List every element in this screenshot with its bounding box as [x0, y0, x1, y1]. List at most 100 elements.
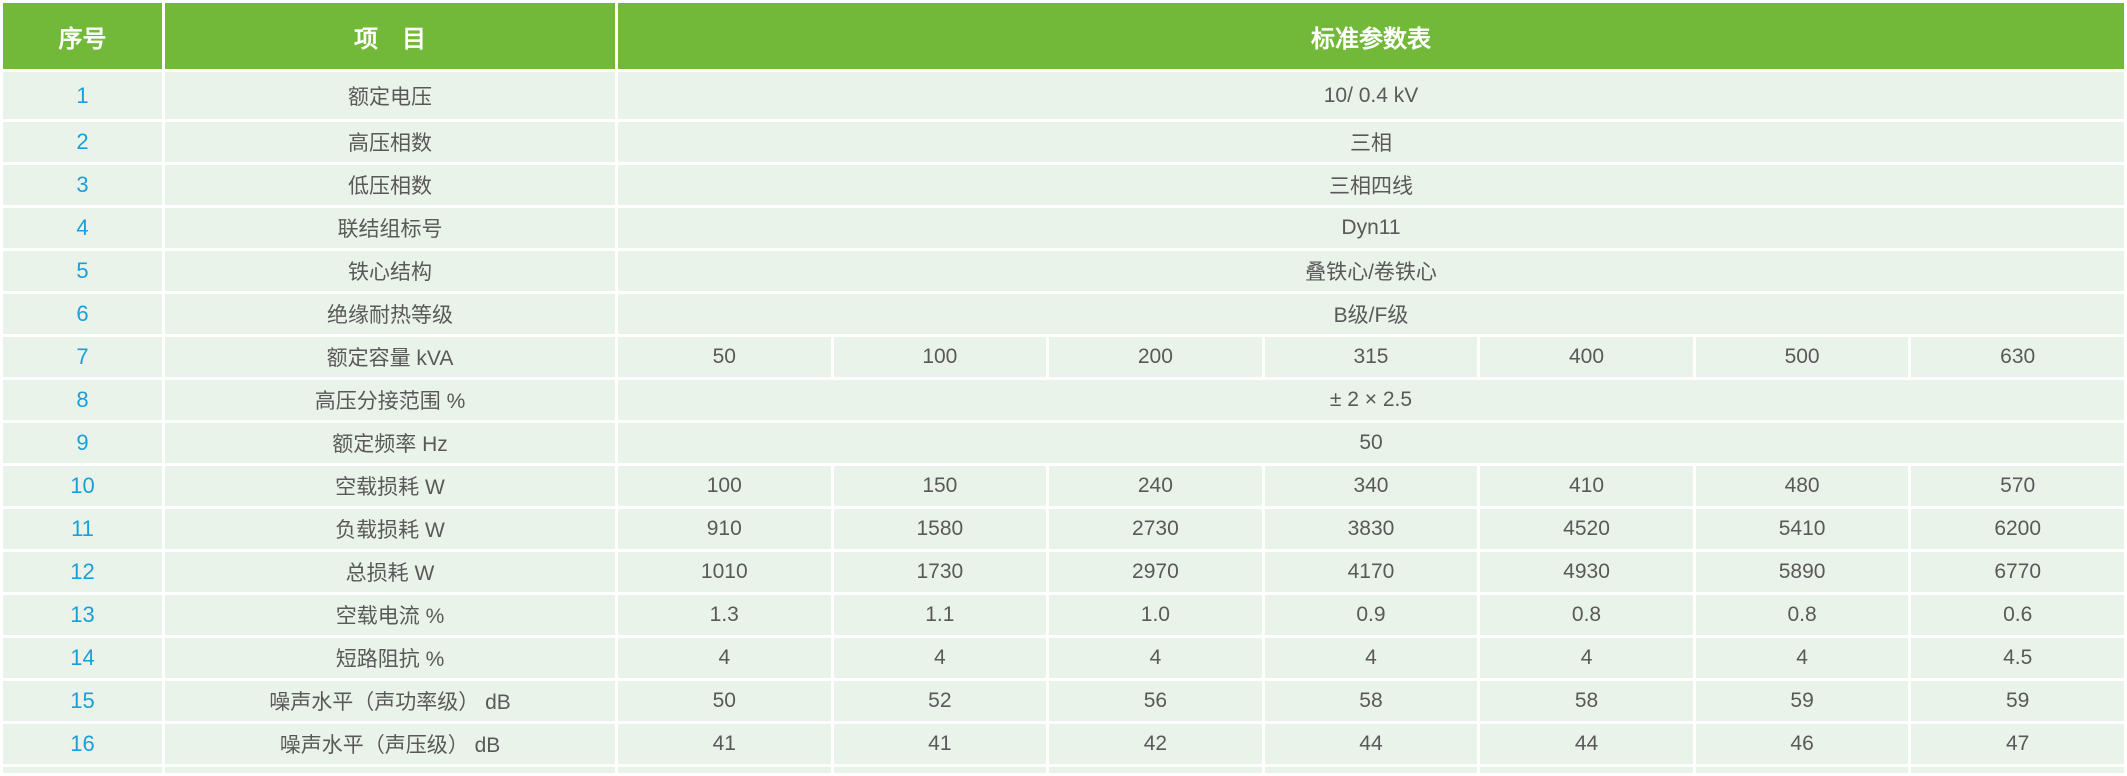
row-value: 500 — [1692, 334, 1912, 380]
row-value: 44 — [1261, 721, 1481, 767]
table-row: 11 负载损耗 W 910 1580 2730 3830 4520 5410 6200 — [0, 506, 2127, 552]
table-row: 9 额定频率 Hz 50 — [0, 420, 2127, 466]
row-value: 630 — [1908, 334, 2127, 380]
row-value: 4520 — [1477, 506, 1696, 552]
header-params: 标准参数表 — [615, 0, 2127, 72]
row-value: 240 — [1046, 463, 1265, 509]
row-item: 负载损耗 W — [162, 506, 618, 552]
row-value: 5410 — [1692, 506, 1912, 552]
row-value: 0.8 — [1692, 592, 1912, 638]
table-row: 6 绝缘耐热等级 B级/F级 — [0, 291, 2127, 337]
row-number: 6 — [0, 291, 165, 337]
row-value: 0.9 — [1261, 592, 1481, 638]
row-value: 4 — [1692, 635, 1912, 681]
row-value: 三相 — [615, 119, 2127, 165]
row-value: 1580 — [830, 506, 1050, 552]
row-value: 46 — [1692, 721, 1912, 767]
row-value: 41 — [615, 721, 834, 767]
row-number: 8 — [0, 377, 165, 423]
row-value: 6200 — [1908, 506, 2127, 552]
row-item: 铁心结构 — [162, 248, 618, 294]
row-number: 14 — [0, 635, 165, 681]
cell — [1046, 764, 1265, 776]
cell — [162, 764, 618, 776]
row-number: 11 — [0, 506, 165, 552]
row-number: 1 — [0, 69, 165, 122]
row-number: 5 — [0, 248, 165, 294]
table-row: 16 噪声水平（声压级） dB 41 41 42 44 44 46 47 — [0, 721, 2127, 767]
row-number: 4 — [0, 205, 165, 251]
table-header: 序号 项 目 标准参数表 — [0, 0, 2127, 72]
row-value: ± 2 × 2.5 — [615, 377, 2127, 423]
table-row: 5 铁心结构 叠铁心/卷铁心 — [0, 248, 2127, 294]
row-value: Dyn11 — [615, 205, 2127, 251]
row-value: 50 — [615, 420, 2127, 466]
row-value: 910 — [615, 506, 834, 552]
row-value: 4 — [1046, 635, 1265, 681]
table-row: 7 额定容量 kVA 50 100 200 315 400 500 630 — [0, 334, 2127, 380]
row-value: 2970 — [1046, 549, 1265, 595]
row-value: 41 — [830, 721, 1050, 767]
row-number: 16 — [0, 721, 165, 767]
row-item: 短路阻抗 % — [162, 635, 618, 681]
table-row-partial — [0, 764, 2127, 776]
row-value: 叠铁心/卷铁心 — [615, 248, 2127, 294]
cell — [1908, 764, 2127, 776]
row-value: 59 — [1908, 678, 2127, 724]
row-value: 三相四线 — [615, 162, 2127, 208]
row-value: 4 — [1477, 635, 1696, 681]
cell — [1477, 764, 1696, 776]
row-value: 5890 — [1692, 549, 1912, 595]
table-row: 1 额定电压 10/ 0.4 kV — [0, 69, 2127, 122]
table-row: 3 低压相数 三相四线 — [0, 162, 2127, 208]
header-item: 项 目 — [162, 0, 618, 72]
table-row: 10 空载损耗 W 100 150 240 340 410 480 570 — [0, 463, 2127, 509]
table-row: 4 联结组标号 Dyn11 — [0, 205, 2127, 251]
row-item: 噪声水平（声功率级） dB — [162, 678, 618, 724]
table-row: 13 空载电流 % 1.3 1.1 1.0 0.9 0.8 0.8 0.6 — [0, 592, 2127, 638]
cell — [0, 764, 165, 776]
row-number: 10 — [0, 463, 165, 509]
row-value: 0.8 — [1477, 592, 1696, 638]
row-item: 额定频率 Hz — [162, 420, 618, 466]
cell — [1261, 764, 1481, 776]
row-value: 570 — [1908, 463, 2127, 509]
row-value: 3830 — [1261, 506, 1481, 552]
row-value: 44 — [1477, 721, 1696, 767]
row-value: 0.6 — [1908, 592, 2127, 638]
row-value: 52 — [830, 678, 1050, 724]
table-row: 8 高压分接范围 % ± 2 × 2.5 — [0, 377, 2127, 423]
row-item: 绝缘耐热等级 — [162, 291, 618, 337]
row-value: 1010 — [615, 549, 834, 595]
header-no: 序号 — [0, 0, 165, 72]
row-value: 4930 — [1477, 549, 1696, 595]
row-value: 4 — [615, 635, 834, 681]
cell — [830, 764, 1050, 776]
row-value: 47 — [1908, 721, 2127, 767]
row-value: 6770 — [1908, 549, 2127, 595]
row-number: 9 — [0, 420, 165, 466]
row-item: 额定电压 — [162, 69, 618, 122]
row-value: 150 — [830, 463, 1050, 509]
row-number: 15 — [0, 678, 165, 724]
row-number: 2 — [0, 119, 165, 165]
table-row: 12 总损耗 W 1010 1730 2970 4170 4930 5890 6770 — [0, 549, 2127, 595]
row-value: 1.0 — [1046, 592, 1265, 638]
row-item: 联结组标号 — [162, 205, 618, 251]
row-value: 56 — [1046, 678, 1265, 724]
row-value: 1.3 — [615, 592, 834, 638]
row-item: 空载电流 % — [162, 592, 618, 638]
row-value: 340 — [1261, 463, 1481, 509]
row-number: 7 — [0, 334, 165, 380]
row-value: 410 — [1477, 463, 1696, 509]
table-row: 14 短路阻抗 % 4 4 4 4 4 4 4.5 — [0, 635, 2127, 681]
row-value: 200 — [1046, 334, 1265, 380]
row-item: 低压相数 — [162, 162, 618, 208]
row-item: 噪声水平（声压级） dB — [162, 721, 618, 767]
row-value: 1730 — [830, 549, 1050, 595]
row-value: 400 — [1477, 334, 1696, 380]
row-value: 100 — [830, 334, 1050, 380]
row-item: 高压相数 — [162, 119, 618, 165]
row-number: 3 — [0, 162, 165, 208]
